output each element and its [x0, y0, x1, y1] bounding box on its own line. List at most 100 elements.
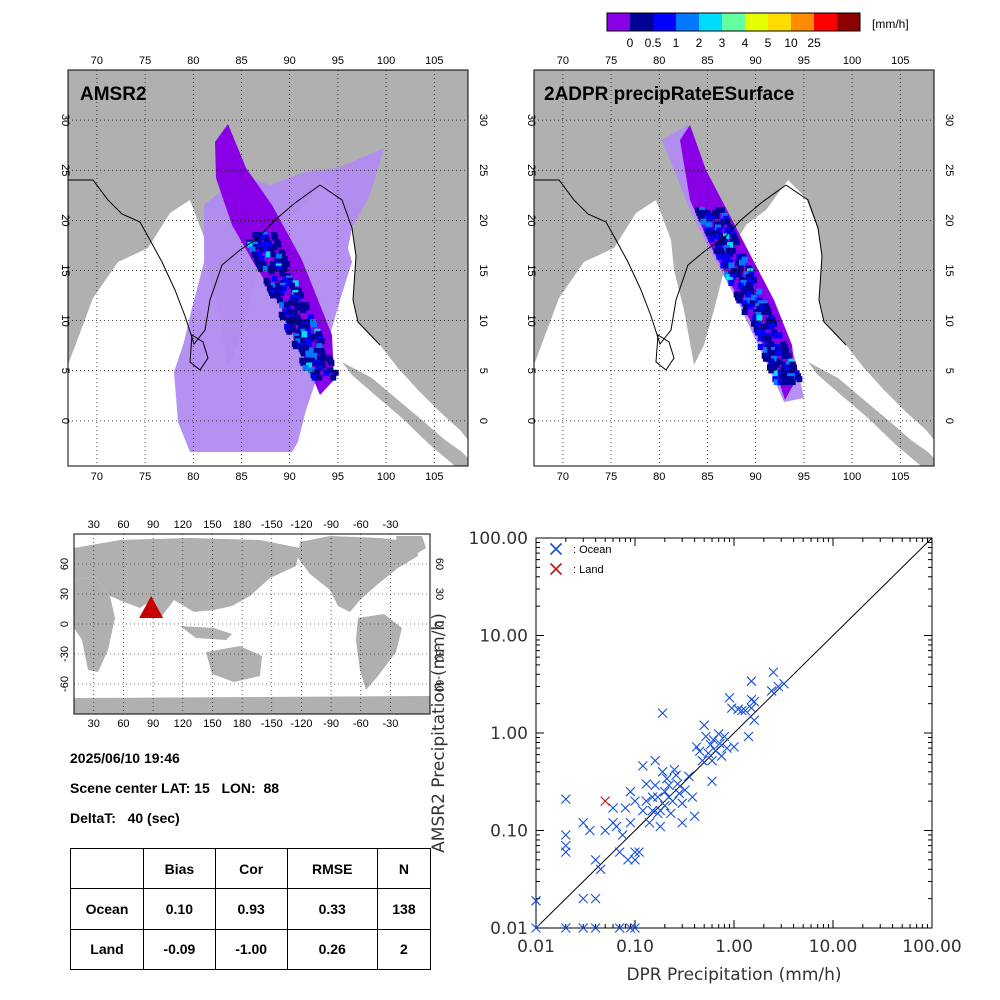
colorbar-segment [791, 13, 815, 31]
colorbar: 0 0.5 1 2 3 4 5 10 25 [606, 12, 861, 50]
lat-tick-label-right: 20 [477, 214, 489, 226]
precip-cell [781, 352, 788, 359]
precip-cell [791, 364, 797, 371]
lat-tick-label-left: 15 [59, 264, 71, 276]
scatter-point [697, 755, 708, 766]
scatter-point [630, 854, 640, 865]
lon-tick-label-top: 95 [798, 55, 810, 67]
colorbar-tick-label: 10 [784, 36, 798, 50]
lon-tick-label-bottom: 90 [750, 471, 762, 483]
precip-cell [266, 241, 272, 248]
lon-tick-label-bottom: 105 [425, 471, 443, 483]
scatter-point [625, 817, 636, 828]
scatter-y-axis-label: AMSR2 Precipitation (mm/h) [429, 613, 449, 853]
scatter-point [659, 800, 670, 811]
precip-cell [247, 241, 254, 248]
scatter-point [779, 678, 789, 689]
precip-cell [289, 282, 296, 289]
precip-cell [728, 262, 735, 269]
stats-header-cell: Cor [214, 847, 288, 890]
scatter-point [705, 739, 716, 750]
scatter-plot: 0.010.01 0.10 0.10 1.00 1.00 10.00 10.00 100.00… [429, 529, 962, 985]
precip-cell [287, 309, 293, 316]
dpr-gridlines [534, 70, 934, 466]
lon-tick-label-top: 75 [139, 55, 151, 67]
precip-cell [796, 376, 803, 383]
scatter-point [729, 742, 739, 752]
precip-cell [279, 261, 286, 267]
scatter-point [657, 766, 668, 777]
legend-marker [549, 542, 563, 556]
precip-cell [291, 319, 298, 325]
precip-cell [305, 319, 312, 325]
colorbar-segment [653, 13, 677, 31]
amsr2-india-coast [68, 179, 321, 346]
lon-tick-label-top: 70 [91, 55, 103, 67]
lon-tick-label-top: 100 [843, 55, 861, 67]
colorbar-segment [837, 13, 861, 31]
precip-cell [302, 364, 309, 371]
scene-deltat: DeltaT: 40 (sec) [70, 810, 180, 826]
dpr-sumatra-land [808, 362, 934, 466]
world-lon-tick-top: 30 [88, 519, 100, 531]
lon-tick-label-bottom: 70 [91, 471, 103, 483]
scatter-point [677, 798, 688, 809]
scatter-point [560, 923, 571, 933]
colorbar-tick-label: 5 [765, 36, 772, 50]
world-map: 30 30 60 60 90 90 120 120 150 150 180 180 -150 -150 -1… [59, 519, 445, 730]
precip-cell [757, 335, 764, 342]
scatter-point [630, 923, 640, 933]
colorbar-tick-label: 0.5 [645, 36, 662, 50]
scatter-point [620, 803, 631, 813]
lon-tick-label-top: 85 [235, 55, 247, 67]
world-axis-labels: 30 30 60 60 90 90 120 120 150 150 180 180 -150 -150 -1… [59, 519, 445, 730]
precip-cell [777, 379, 784, 386]
lat-tick-label-left: 20 [525, 214, 537, 226]
precip-cell [295, 338, 302, 345]
scatter-y-tick-label: 0.10 [490, 822, 528, 842]
lon-tick-label-top: 75 [605, 55, 617, 67]
lon-tick-label-top: 80 [653, 55, 665, 67]
lat-tick-label-right: 30 [477, 114, 489, 126]
scatter-x-tick-label: 100.00 [902, 937, 961, 957]
precip-cell [283, 280, 290, 287]
colorbar-segment [745, 13, 769, 31]
precip-cell [755, 320, 761, 327]
lat-tick-label-left: 0 [59, 418, 71, 424]
dpr-axis-labels: 70 70 75 75 80 80 85 85 90 90 95 95 100 100 105 105 0 0 5 5… [525, 55, 955, 483]
scatter-point [614, 847, 625, 858]
stats-cell: Land [70, 928, 144, 971]
precip-cell [724, 227, 731, 234]
lat-tick-label-right: 10 [477, 315, 489, 327]
scatter-point [749, 696, 760, 707]
scatter-point [600, 796, 611, 807]
precip-cell [286, 328, 293, 335]
lon-tick-label-bottom: 75 [139, 471, 151, 483]
stats-cell: -1.00 [214, 928, 288, 971]
precip-cell [713, 212, 720, 219]
lon-tick-label-top: 70 [557, 55, 569, 67]
precip-cell [316, 374, 323, 381]
scatter-point [707, 776, 717, 787]
precip-cell [739, 259, 745, 266]
scene-datetime: 2025/06/10 19:46 [70, 750, 180, 766]
scatter-point [674, 788, 685, 799]
lat-tick-label-right: 5 [477, 368, 489, 374]
scatter-point [703, 748, 714, 759]
precip-cell [779, 373, 785, 380]
lon-tick-label-bottom: 90 [284, 471, 296, 483]
precip-cell [721, 239, 728, 246]
lon-tick-label-bottom: 85 [701, 471, 713, 483]
world-lon-tick-top: 90 [147, 519, 159, 531]
precip-cell [773, 379, 780, 386]
scatter-point [749, 715, 760, 726]
scatter-point [669, 764, 680, 775]
precip-cell [733, 239, 740, 246]
world-lon-tick-top: 60 [117, 519, 129, 531]
precip-cell [305, 328, 311, 335]
lon-tick-label-bottom: 70 [557, 471, 569, 483]
scatter-point [560, 830, 571, 840]
precip-cell [751, 320, 757, 327]
precip-cell [318, 338, 325, 345]
